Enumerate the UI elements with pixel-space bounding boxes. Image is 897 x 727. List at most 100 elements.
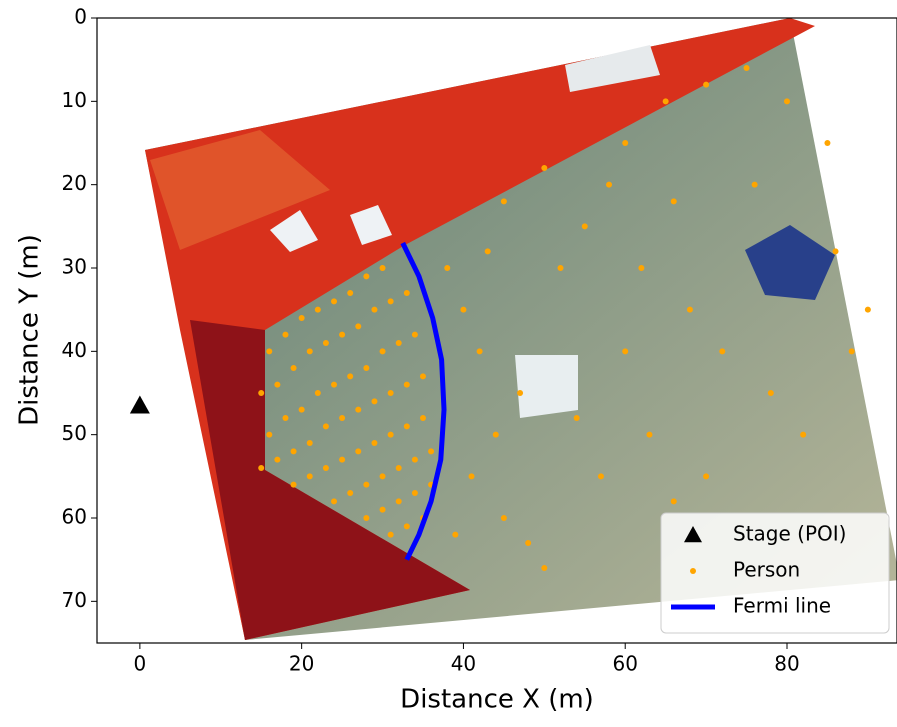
- person-dot: [411, 456, 418, 463]
- person-dot: [395, 465, 402, 471]
- x-tick-label: 0: [134, 652, 147, 676]
- person-dot: [419, 373, 426, 380]
- person-dot: [347, 290, 354, 296]
- person-dot: [322, 340, 329, 346]
- y-tick-label: 30: [62, 255, 87, 279]
- legend-label: Fermi line: [733, 594, 831, 618]
- person-dot: [379, 506, 386, 513]
- person-dot: [363, 365, 370, 371]
- person-dot: [403, 381, 410, 388]
- person-dot: [500, 198, 507, 205]
- person-dot: [597, 473, 604, 480]
- x-tick-label: 40: [451, 652, 476, 676]
- person-dot: [314, 306, 321, 313]
- fermi-line: [400, 241, 447, 561]
- person-dot: [355, 323, 362, 330]
- person-dot: [371, 398, 378, 405]
- person-dot: [403, 290, 410, 296]
- person-dot: [751, 181, 758, 188]
- y-tick-label: 0: [74, 5, 87, 29]
- person-dot: [266, 431, 273, 438]
- person-dot: [500, 515, 507, 521]
- person-dot: [322, 423, 329, 430]
- person-dot: [258, 465, 265, 471]
- y-tick-label: 70: [62, 588, 87, 612]
- person-dot: [347, 490, 354, 496]
- person-dot: [339, 331, 346, 338]
- person-dot: [703, 81, 710, 88]
- person-dot: [646, 431, 653, 438]
- person-dot: [525, 540, 532, 546]
- person-dot: [606, 181, 613, 188]
- y-tick-label: 40: [62, 338, 87, 362]
- person-dot: [258, 390, 265, 396]
- person-dot: [387, 298, 394, 305]
- person-dot: [371, 440, 378, 446]
- person-dot: [832, 248, 839, 255]
- person-dot: [428, 448, 435, 455]
- person-dot: [484, 248, 491, 255]
- person-dot: [517, 390, 524, 396]
- person-dot: [355, 406, 362, 413]
- person-dot: [800, 431, 807, 438]
- person-dot: [411, 331, 418, 338]
- person-dot: [557, 265, 564, 271]
- person-dot: [767, 390, 774, 396]
- person-dot: [848, 348, 855, 355]
- person-dot: [411, 490, 418, 496]
- person-dot: [363, 273, 370, 280]
- person-dot: [306, 440, 313, 446]
- person-dot: [622, 140, 629, 146]
- x-tick-label: 80: [774, 652, 799, 676]
- person-dot: [298, 406, 305, 413]
- person-dot: [322, 465, 329, 471]
- person-dot: [339, 415, 346, 421]
- stage-marker: [129, 395, 150, 414]
- person-dot: [670, 498, 677, 505]
- person-dot: [541, 565, 548, 571]
- person-dot: [298, 315, 305, 321]
- person-dot: [363, 515, 370, 521]
- person-dot: [339, 456, 346, 463]
- y-tick-label: 50: [62, 421, 87, 445]
- person-dot: [581, 223, 588, 230]
- person-dot: [387, 531, 394, 538]
- person-dot: [290, 481, 297, 488]
- person-dot: [403, 423, 410, 430]
- legend-box: [660, 512, 890, 634]
- y-tick-label: 60: [62, 505, 87, 529]
- background-photo: [145, 18, 897, 640]
- person-dot: [573, 415, 580, 421]
- person-dot: [460, 306, 467, 313]
- person-dot: [290, 448, 297, 455]
- person-dot: [395, 498, 402, 505]
- person-dot: [468, 473, 475, 480]
- person-dot: [419, 415, 426, 421]
- person-dot: [355, 448, 362, 455]
- x-axis-label: Distance X (m): [400, 685, 594, 715]
- person-dot: [686, 306, 693, 313]
- person-dot: [703, 473, 710, 480]
- person-dot: [306, 348, 313, 355]
- person-dot: [670, 198, 677, 205]
- person-dot: [387, 431, 394, 438]
- person-dot: [638, 265, 645, 271]
- x-tick-label: 20: [289, 652, 314, 676]
- person-dot: [371, 306, 378, 313]
- person-dot: [864, 306, 871, 313]
- person-dot: [662, 98, 669, 105]
- legend-label: Person: [733, 558, 800, 582]
- person-dot: [452, 531, 459, 538]
- person-dot: [331, 498, 338, 505]
- y-axis-label: Distance Y (m): [15, 234, 45, 426]
- x-tick-label: 60: [612, 652, 637, 676]
- person-dot: [274, 381, 281, 388]
- person-dot: [783, 98, 790, 105]
- legend-key: [690, 568, 696, 574]
- person-dot: [719, 348, 726, 355]
- person-dot: [331, 298, 338, 305]
- person-dot: [306, 473, 313, 480]
- person-dot: [282, 331, 289, 338]
- person-dot: [331, 381, 338, 388]
